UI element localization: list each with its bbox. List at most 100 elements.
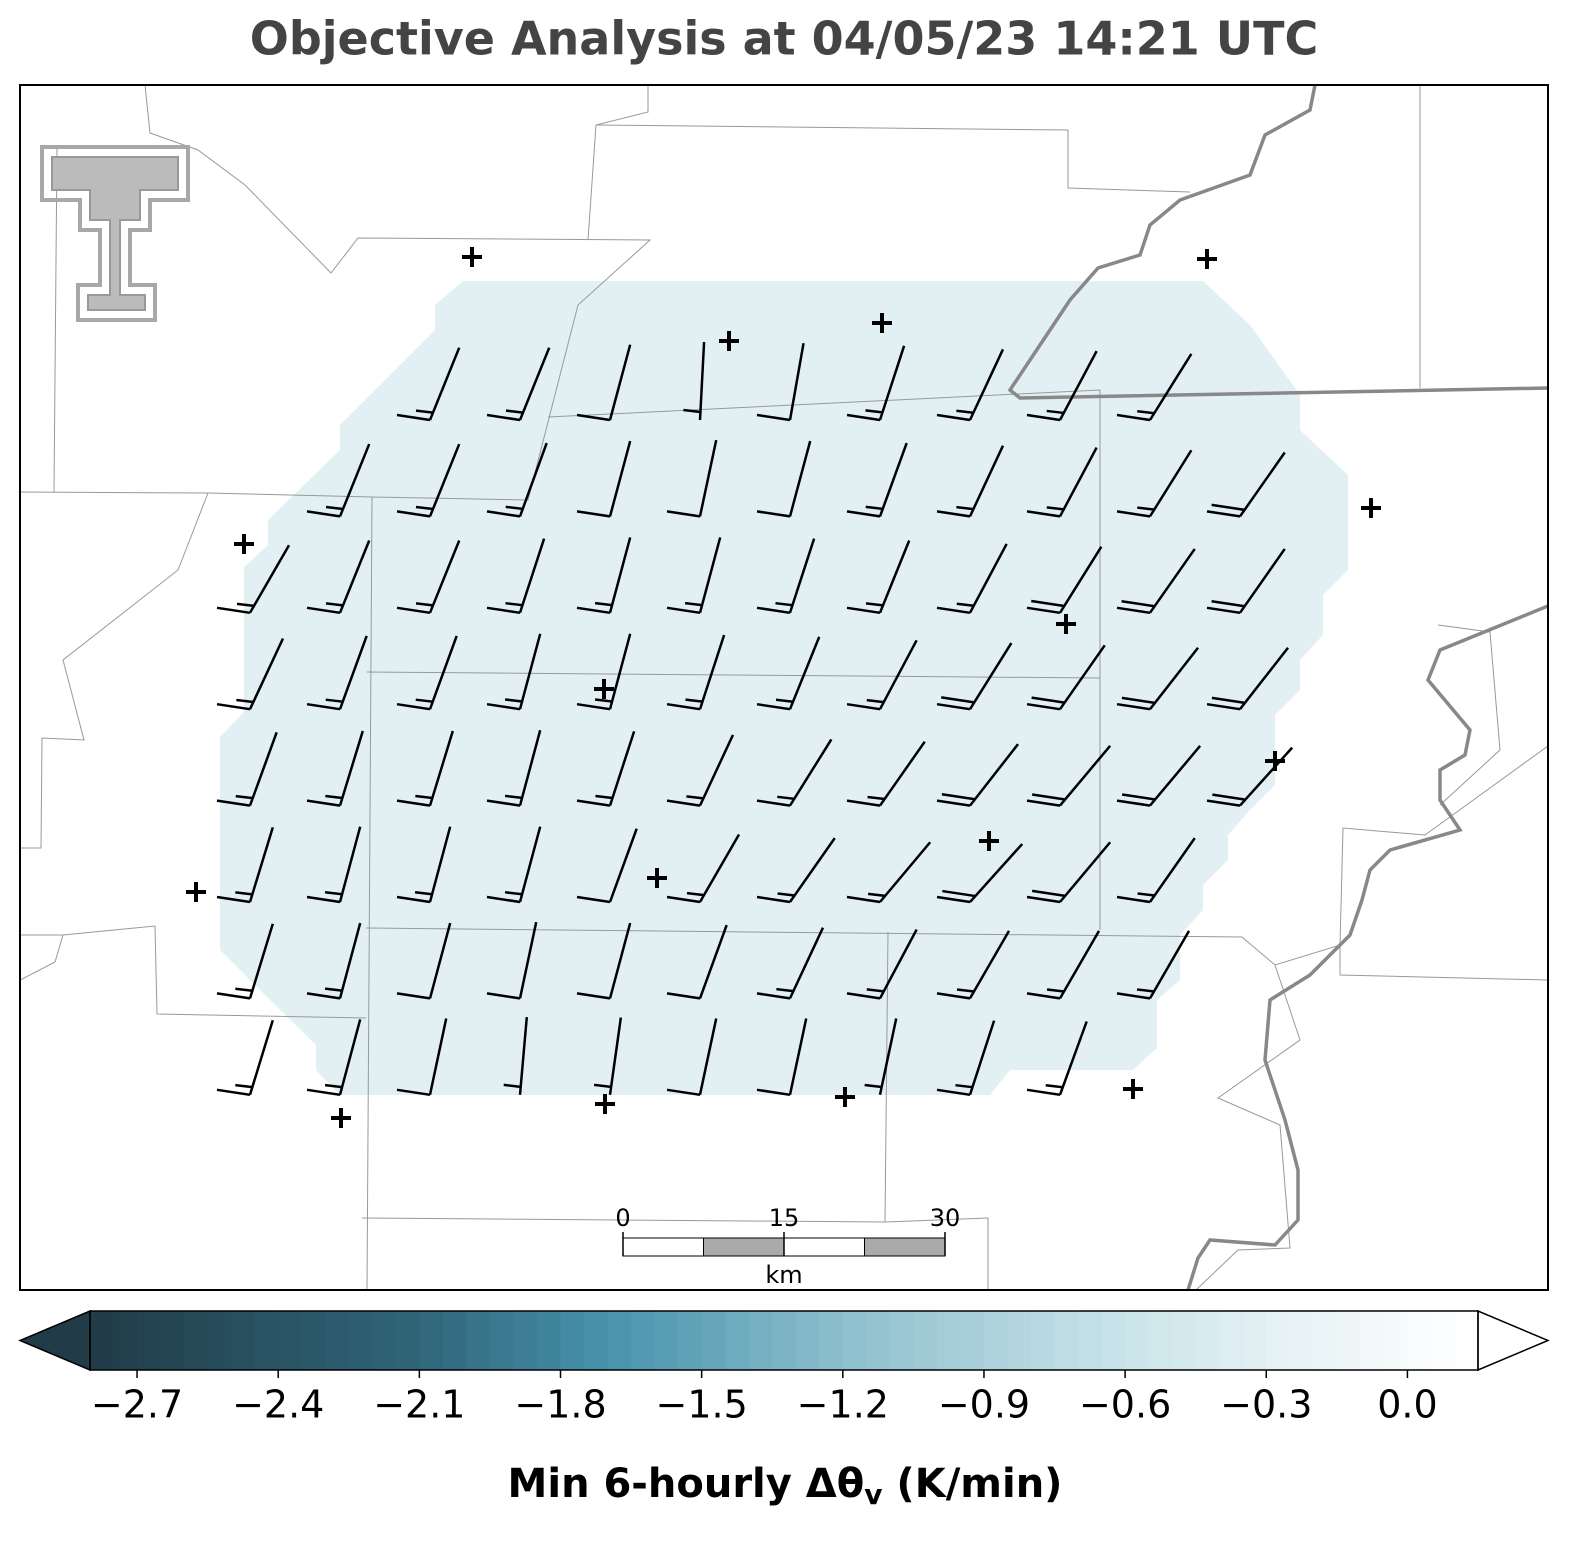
scale-bar: 0 15 30 km: [615, 1204, 960, 1289]
colorbar-extend-high: [1477, 1309, 1550, 1372]
wind-barb: [216, 827, 275, 904]
wind-barb: [486, 442, 548, 518]
wind-barb: [396, 635, 458, 711]
colorbar-band: [866, 1311, 891, 1370]
wind-barb: [396, 443, 461, 518]
colorbar-band: [1242, 1311, 1267, 1370]
wind-barb: [216, 1019, 275, 1097]
colorbar-tick-label: −2.4: [232, 1383, 324, 1427]
wind-barb: [396, 730, 455, 807]
colorbar-band: [1172, 1311, 1197, 1370]
wind-barb: [666, 537, 722, 615]
scale-tick-label: 30: [930, 1204, 961, 1232]
wind-barb: [486, 921, 538, 1000]
wind-barb: [936, 1020, 996, 1097]
colorbar-band: [584, 1311, 609, 1370]
colorbar-tick-label: −1.5: [656, 1383, 748, 1427]
colorbar-band: [1007, 1311, 1032, 1370]
wind-barb: [756, 342, 805, 422]
colorbar-band: [419, 1311, 444, 1370]
station-markers: [186, 247, 1381, 1128]
colorbar-band: [1407, 1311, 1432, 1370]
wind-barb: [306, 730, 365, 807]
colorbar-band: [1360, 1311, 1385, 1370]
wind-barb: [1206, 746, 1294, 807]
wind-barb: [936, 743, 1020, 807]
wind-barb: [846, 540, 911, 615]
colorbar-band: [842, 1311, 867, 1370]
wind-barb: [1026, 446, 1098, 518]
colorbar-band: [395, 1311, 420, 1370]
colorbar-band: [348, 1311, 373, 1370]
wind-barb: [666, 634, 726, 711]
colorbar-band: [1054, 1311, 1079, 1370]
wind-barb: [306, 1019, 362, 1097]
wind-barb: [846, 928, 918, 1000]
colorbar-band: [325, 1311, 350, 1370]
colorbar-band: [1125, 1311, 1150, 1370]
wind-barb: [756, 837, 836, 904]
wind-barb: [1026, 930, 1101, 1000]
rivers: [1007, 85, 1548, 1290]
wind-barb: [936, 348, 1005, 422]
wind-barb: [936, 843, 1024, 904]
logo: [40, 145, 190, 322]
scale-segment: [703, 1237, 785, 1257]
wind-barb: [306, 443, 371, 518]
colorbar-band: [1266, 1311, 1291, 1370]
analysis-shading: [220, 281, 1348, 1095]
map-frame: [19, 84, 1549, 1291]
colorbar-band: [913, 1311, 938, 1370]
wind-barb: [1206, 451, 1286, 518]
colorbar-band: [654, 1311, 679, 1370]
wind-barb: [486, 826, 542, 904]
colorbar-label-sub: v: [864, 1478, 882, 1511]
colorbar-band: [560, 1311, 585, 1370]
wind-barb: [216, 731, 278, 807]
colorbar-band: [631, 1311, 656, 1370]
colorbar-band: [983, 1311, 1009, 1370]
wind-barb: [1116, 930, 1191, 1000]
colorbar-band: [536, 1311, 562, 1370]
wind-barb: [846, 345, 906, 422]
wind-barb: [593, 1017, 623, 1095]
colorbar-band: [1195, 1311, 1220, 1370]
colorbar-band: [231, 1311, 256, 1370]
colorbar-band: [772, 1311, 797, 1370]
scale-segment: [783, 1237, 865, 1257]
wind-barb: [216, 637, 285, 711]
wind-barb: [1026, 545, 1103, 615]
colorbar-band: [889, 1311, 914, 1370]
colorbar-band: [1219, 1311, 1244, 1370]
wind-barb: [756, 1018, 808, 1097]
wind-barb: [756, 927, 825, 1000]
wind-barb: [936, 543, 1008, 615]
colorbar-band: [254, 1311, 279, 1370]
colorbar-tick-label: 0.0: [1377, 1383, 1437, 1427]
wind-barb: [396, 347, 461, 422]
wind-barb: [396, 540, 461, 615]
wind-barb: [306, 635, 368, 711]
wind-barb: [503, 1016, 529, 1095]
colorbar-band: [513, 1311, 538, 1370]
wind-barb: [576, 922, 632, 1000]
wind-barb: [576, 828, 638, 904]
colorbar-label-text: Min 6-hourly Δθ: [508, 1461, 865, 1507]
colorbar-band: [372, 1311, 397, 1370]
colorbar-band: [442, 1311, 468, 1370]
wind-barb: [936, 642, 1013, 711]
colorbar-band: [160, 1311, 185, 1370]
wind-barb: [1026, 350, 1098, 422]
scale-tick-label: 15: [769, 1204, 800, 1232]
colorbar-band: [466, 1311, 491, 1370]
scale-segment: [622, 1237, 704, 1257]
colorbar-band: [748, 1311, 773, 1370]
wind-barb: [756, 636, 821, 711]
wind-barb: [666, 1018, 718, 1097]
colorbar-tick-label: −1.2: [797, 1383, 889, 1427]
wind-barb: [576, 537, 632, 615]
wind-barb: [666, 439, 718, 518]
colorbar-band: [701, 1311, 726, 1370]
colorbar-band: [207, 1311, 232, 1370]
colorbar: −2.7 −2.4 −2.1 −1.8 −1.5 −1.2 −0.9 −0.6 −0.3 0.0: [18, 1309, 1550, 1427]
